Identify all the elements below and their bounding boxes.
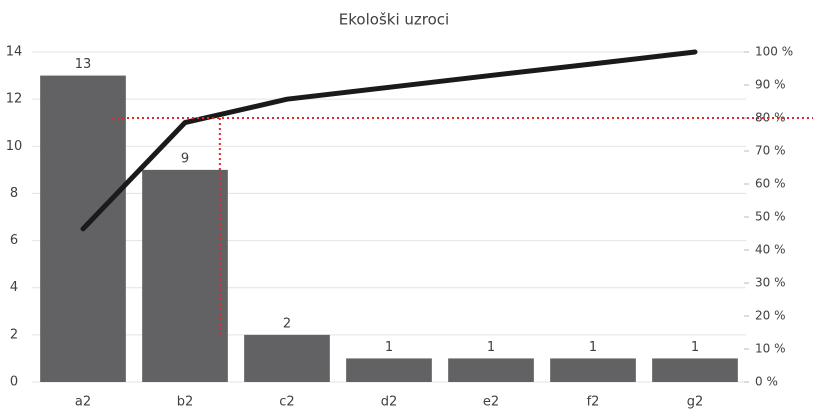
x-tick-label: d2 [381, 395, 398, 410]
data-label: 1 [385, 340, 393, 355]
y2-tick-label: 70 % [755, 144, 786, 158]
y-tick-label: 2 [10, 327, 18, 342]
y-tick-label: 10 [6, 139, 23, 154]
x-tick-label: g2 [687, 395, 704, 410]
data-label: 1 [691, 340, 699, 355]
y-tick-label: 12 [6, 92, 23, 107]
bar [142, 169, 228, 382]
y2-tick-label: 50 % [755, 210, 786, 224]
y2-tick-label: 40 % [755, 243, 786, 257]
y2-tick-label: 80 % [755, 111, 786, 125]
data-label: 1 [589, 340, 597, 355]
data-label: 13 [75, 57, 92, 72]
x-tick-label: b2 [177, 395, 194, 410]
data-label: 9 [181, 151, 189, 166]
chart-title: Ekološki uzroci [339, 11, 449, 29]
y2-tick-label: 90 % [755, 78, 786, 92]
y-tick-label: 14 [6, 45, 23, 60]
y2-tick-label: 100 % [755, 45, 793, 59]
y2-tick-label: 0 % [755, 375, 778, 389]
y-tick-label: 6 [10, 233, 18, 248]
data-label: 1 [487, 340, 495, 355]
y-tick-label: 8 [10, 186, 18, 201]
y2-tick-label: 10 % [755, 342, 786, 356]
data-label: 2 [283, 316, 291, 331]
x-tick-label: a2 [75, 395, 91, 410]
bar [448, 358, 534, 382]
y-tick-label: 0 [10, 375, 18, 390]
bar [346, 358, 432, 382]
x-tick-label: f2 [587, 395, 600, 410]
bar [244, 334, 330, 382]
y-tick-label: 4 [10, 280, 18, 295]
cumulative-line [80, 49, 698, 232]
y2-tick-label: 60 % [755, 177, 786, 191]
x-tick-label: e2 [483, 395, 499, 410]
x-tick-label: c2 [279, 395, 294, 410]
y2-tick-label: 20 % [755, 309, 786, 323]
y2-tick-label: 30 % [755, 276, 786, 290]
bar [550, 358, 636, 382]
bar [652, 358, 738, 382]
